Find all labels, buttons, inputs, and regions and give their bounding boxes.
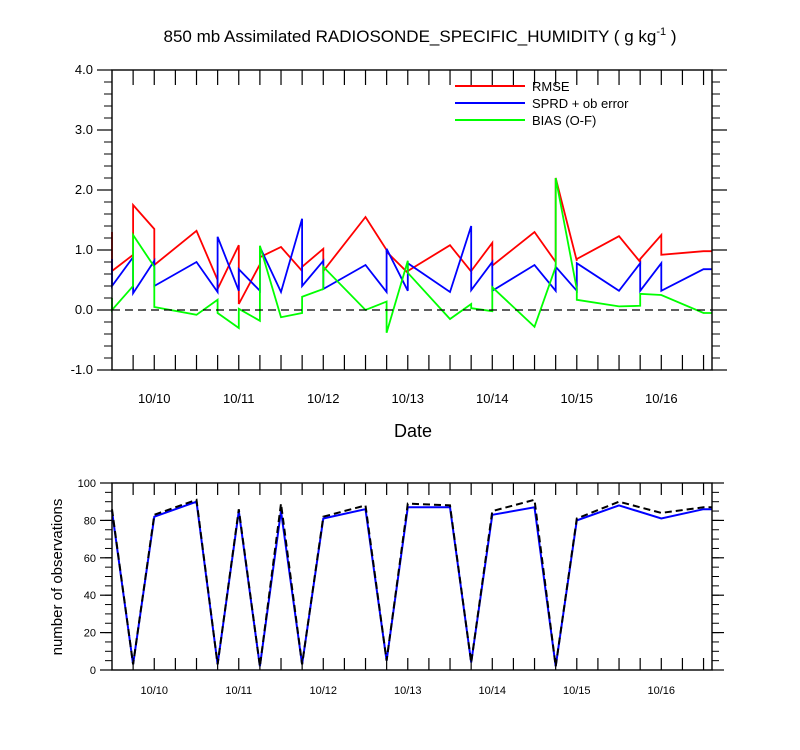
bottom-xtick-label: 10/14 [479,685,507,697]
bottom-xtick-label: 10/10 [140,685,168,697]
top-xtick-label: 10/14 [476,391,509,406]
top-xaxis-label: Date [394,421,432,441]
legend: RMSE SPRD + ob error BIAS (O-F) [455,79,629,128]
top-xtick-label: 10/10 [138,391,171,406]
top-ytick-label: 0.0 [75,302,93,317]
chart-title-close: ) [666,27,676,46]
top-ytick-label: 1.0 [75,242,93,257]
top-plot-frame [111,69,713,371]
bottom-series-line-2 [111,498,712,667]
legend-label-1: RMSE [532,79,570,94]
top-series-line-2 [111,218,712,297]
chart-title: 850 mb Assimilated RADIOSONDE_SPECIFIC_H… [164,26,677,46]
top-xtick-label: 10/11 [223,391,255,406]
chart-title-superscript: -1 [656,26,666,38]
legend-label-2: SPRD + ob error [532,96,629,111]
bottom-xtick-label: 10/15 [563,685,591,697]
legend-label-3: BIAS (O-F) [532,113,596,128]
top-xtick-label: 10/15 [561,391,594,406]
top-ytick-label: 4.0 [75,62,93,77]
bottom-series-line-1 [111,500,712,667]
bottom-ytick-label: 60 [84,553,96,565]
top-xtick-label: 10/16 [645,391,678,406]
bottom-xtick-label: 10/11 [225,685,252,697]
bottom-panel: 0 20 40 60 80 100 10/10 10/11 10/12 10/13 10/14 10/… [78,478,724,697]
bottom-ytick-label: 20 [84,628,96,640]
top-ytick-label: 3.0 [75,122,93,137]
bottom-xtick-label: 10/13 [394,685,422,697]
chart-title-main: 850 mb Assimilated RADIOSONDE_SPECIFIC_H… [164,27,657,46]
bottom-xtick-label: 10/12 [310,685,338,697]
top-xtick-label: 10/12 [307,391,340,406]
top-axes-group: -1.0 0.0 1.0 2.0 3.0 4.0 10/10 10/11 10/12 10/13 1… [71,62,727,406]
bottom-axes-group: 0 20 40 60 80 100 10/10 10/11 10/12 10/13 10/14 10/… [78,478,724,697]
top-ytick-label: -1.0 [71,362,93,377]
bottom-xtick-label: 10/16 [648,685,676,697]
top-ytick-label: 2.0 [75,182,93,197]
top-panel: -1.0 0.0 1.0 2.0 3.0 4.0 10/10 10/11 10/12 10/13 1… [71,62,727,406]
top-series-line-1 [111,177,712,305]
bottom-ytick-label: 100 [78,478,96,490]
top-xtick-label: 10/13 [392,391,425,406]
bottom-plot-frame [111,482,713,671]
bottom-ytick-label: 0 [90,665,96,677]
bottom-ytick-label: 80 [84,515,96,527]
bottom-series-group [111,498,712,667]
bottom-ytick-label: 40 [84,590,96,602]
bottom-yaxis-label: number of observations [49,499,66,656]
